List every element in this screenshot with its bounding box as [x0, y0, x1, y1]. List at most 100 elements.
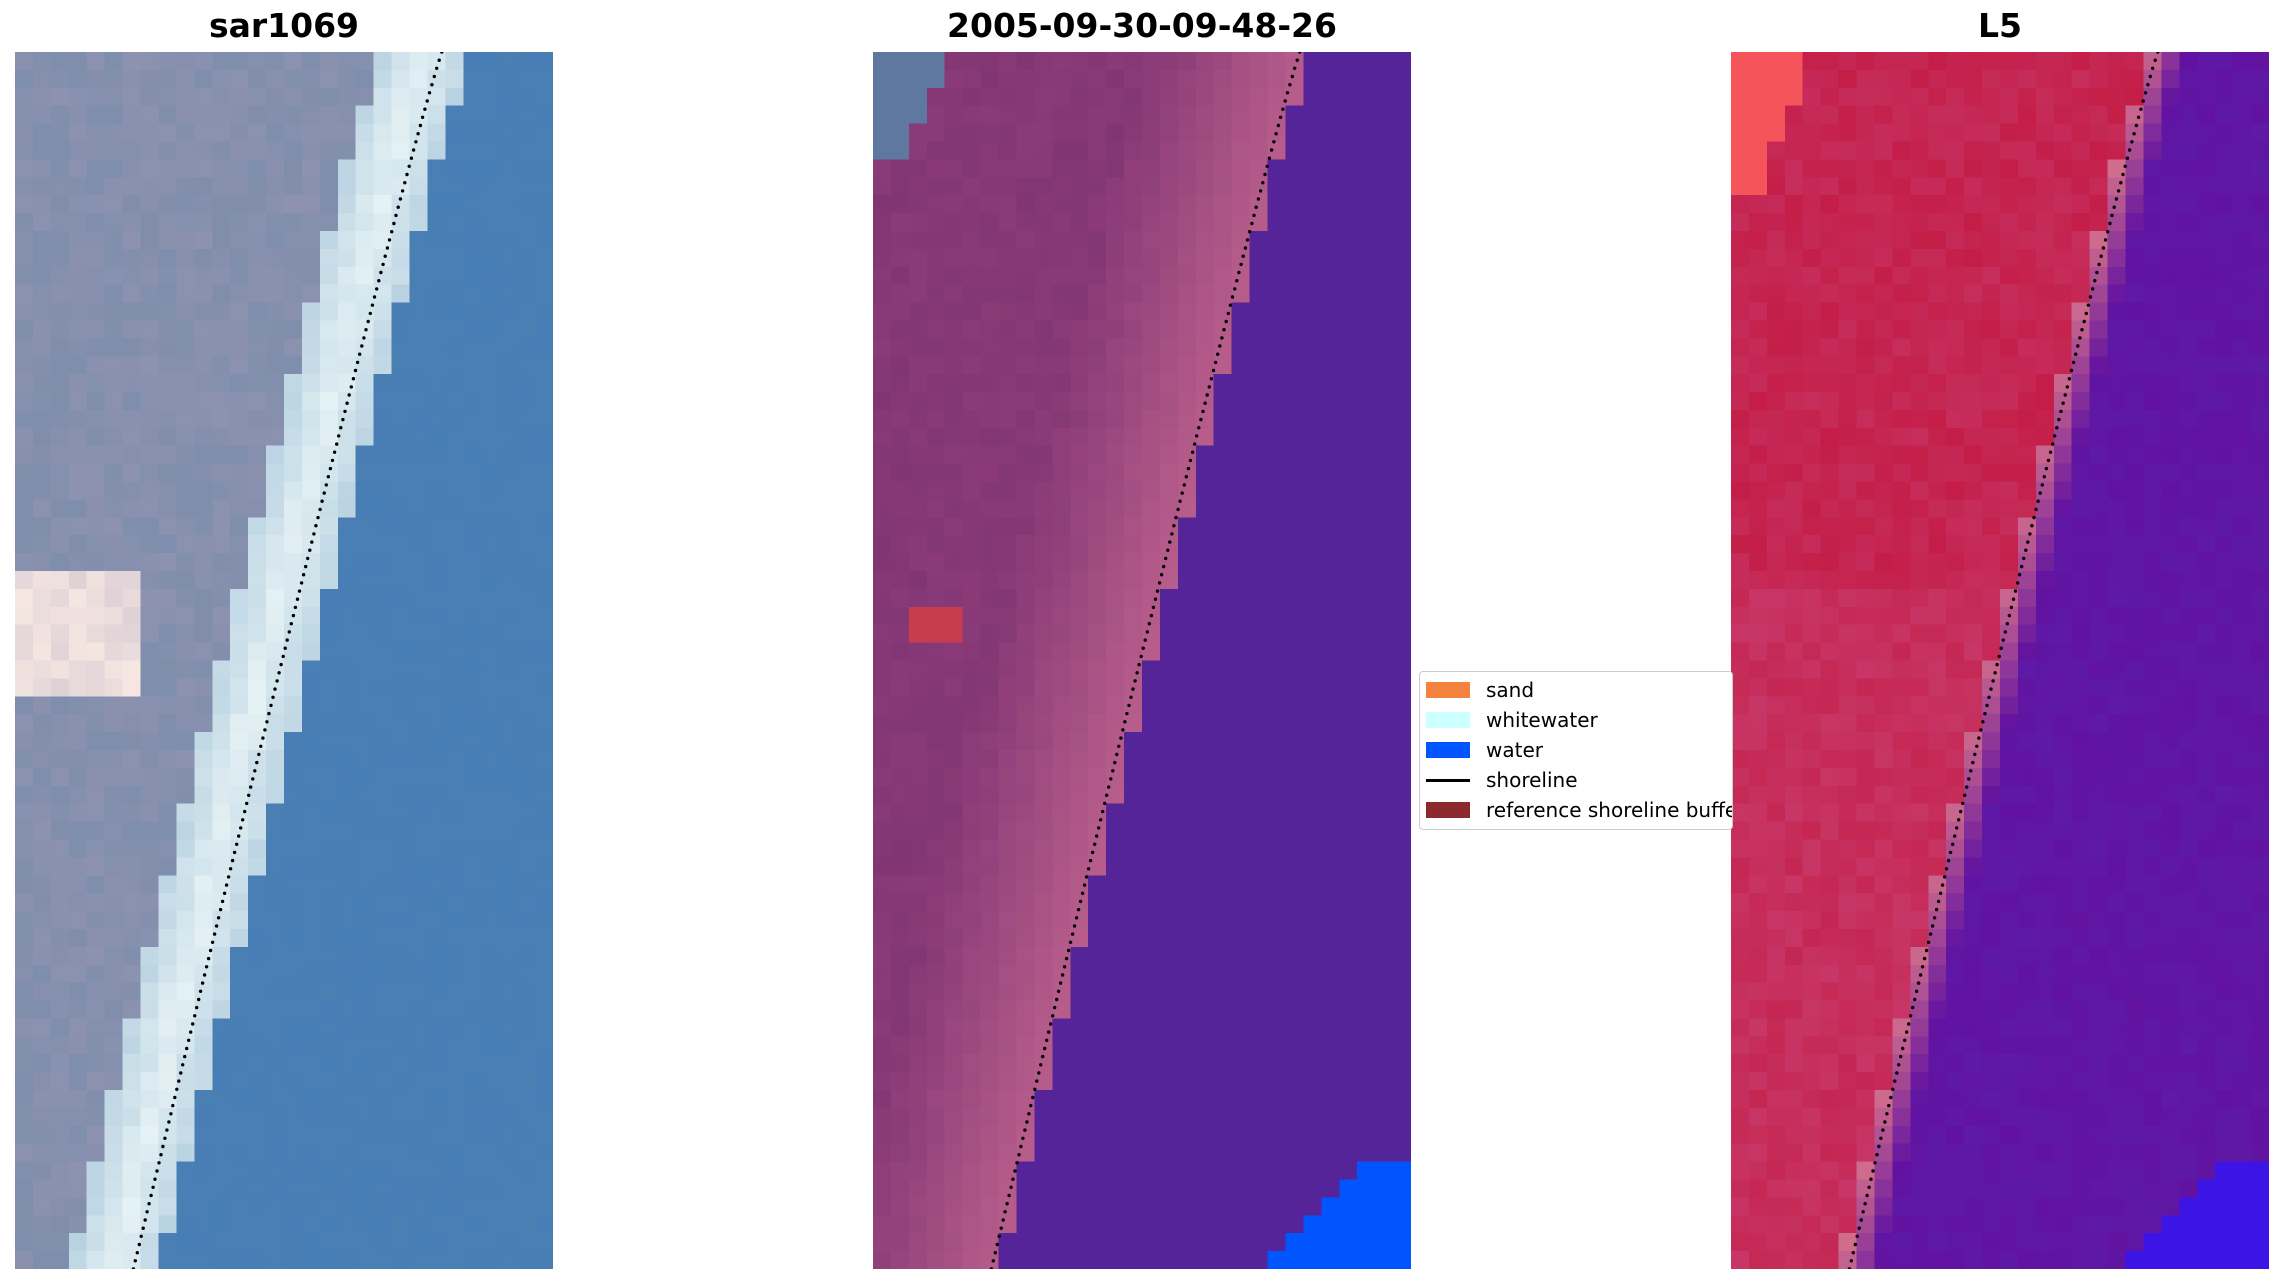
shoreline-point [1283, 99, 1287, 103]
shoreline-point [226, 875, 231, 879]
shoreline-point [299, 581, 304, 585]
shoreline-point [2067, 377, 2072, 381]
shoreline-point [1005, 1202, 1009, 1206]
shoreline-point [318, 507, 322, 512]
shoreline-point [1879, 1136, 1883, 1141]
shoreline-point [1955, 826, 1959, 830]
shoreline-point [1930, 924, 1935, 928]
shoreline-point [263, 728, 267, 732]
shoreline-point [1211, 368, 1216, 373]
shoreline-point [1975, 744, 1979, 748]
shoreline-point [2132, 132, 2136, 136]
shoreline-point [1051, 1014, 1055, 1018]
shoreline-point [1298, 52, 1302, 54]
shoreline-point [247, 793, 251, 797]
shoreline-point [1237, 270, 1241, 275]
shoreline-point [1103, 801, 1107, 806]
shoreline-point [1895, 1071, 1899, 1075]
shoreline-point [197, 997, 201, 1002]
shoreline-point [995, 1242, 999, 1247]
shoreline-point [1127, 703, 1131, 708]
shoreline-point [418, 123, 423, 128]
shoreline-point [1115, 752, 1119, 757]
sand-swatch [1426, 682, 1470, 698]
shoreline-point [191, 1022, 195, 1026]
shoreline-point [375, 287, 379, 291]
shoreline-point [322, 491, 326, 495]
shoreline-point [349, 385, 353, 389]
shoreline-point [1207, 385, 1211, 389]
shoreline-point [1887, 1103, 1891, 1108]
shoreline-point [1015, 1161, 1019, 1165]
shoreline-point [2095, 270, 2099, 275]
shoreline-point [135, 1251, 139, 1255]
shoreline-point [2074, 352, 2078, 356]
shoreline-overlay-classified [989, 52, 1302, 1269]
shoreline-point [1285, 91, 1290, 95]
shoreline-point [279, 662, 283, 667]
shoreline-point [989, 1267, 994, 1269]
shoreline-point [2030, 524, 2034, 528]
shoreline-point [1195, 434, 1199, 438]
shoreline-point [1209, 377, 1214, 381]
shoreline-point [398, 197, 403, 201]
shoreline-point [385, 246, 390, 250]
shoreline-point [179, 1071, 183, 1075]
shoreline-point [169, 1112, 173, 1116]
shoreline-point [2024, 548, 2028, 552]
shoreline-point [1033, 1087, 1037, 1092]
shoreline-point [1193, 442, 1197, 446]
shoreline-point [1228, 303, 1233, 307]
shoreline-point [2103, 238, 2108, 242]
shoreline-point [1248, 230, 1252, 234]
shoreline-point [1159, 573, 1164, 577]
shoreline-point [364, 328, 368, 332]
shoreline-point [414, 140, 418, 144]
shoreline-point [991, 1259, 995, 1263]
shoreline-point [411, 148, 416, 152]
shoreline-point [2114, 197, 2119, 201]
shoreline-point [241, 818, 245, 822]
shoreline-point [228, 867, 233, 871]
shoreline-point [1205, 393, 1209, 397]
shoreline-point [157, 1161, 161, 1165]
shoreline-point [1914, 989, 1919, 993]
shoreline-point [993, 1251, 997, 1255]
shoreline-point [1861, 1210, 1865, 1214]
shoreline-point [255, 760, 259, 765]
shoreline-point [1877, 1144, 1881, 1149]
shoreline-point [249, 785, 253, 789]
shoreline-point [220, 899, 225, 904]
shoreline-point [1041, 1054, 1045, 1059]
shoreline-point [224, 883, 229, 887]
shoreline-point [143, 1218, 147, 1222]
shoreline-point [149, 1193, 153, 1198]
shoreline-point [1203, 401, 1207, 405]
shoreline-point [222, 891, 227, 895]
shoreline-point [267, 711, 271, 716]
shoreline-point [1252, 213, 1256, 218]
shoreline-point [1119, 736, 1123, 740]
shoreline-point [1172, 524, 1176, 528]
shoreline-point [332, 450, 337, 454]
shoreline-point [1851, 1251, 1855, 1255]
shoreline-point [1151, 605, 1156, 610]
shoreline-point [341, 417, 345, 422]
shoreline-point [1086, 867, 1091, 871]
shoreline-point [1013, 1169, 1017, 1173]
shoreline-point [1869, 1177, 1873, 1181]
shoreline-point [212, 932, 217, 936]
shoreline-point [1068, 940, 1073, 944]
shoreline-point [1186, 466, 1191, 471]
shoreline-point [2022, 556, 2026, 561]
shoreline-point [147, 1202, 151, 1206]
legend-item-shoreline: shoreline [1426, 768, 1578, 792]
shoreline-point [2020, 564, 2024, 569]
shoreline-point [2141, 99, 2145, 103]
shoreline-point [2097, 262, 2101, 267]
shoreline-point [1871, 1169, 1875, 1173]
shoreline-point [2036, 499, 2040, 503]
index-image [1731, 52, 2269, 1269]
panel-title-sar: sar1069 [208, 6, 360, 45]
shoreline-point [335, 442, 339, 446]
